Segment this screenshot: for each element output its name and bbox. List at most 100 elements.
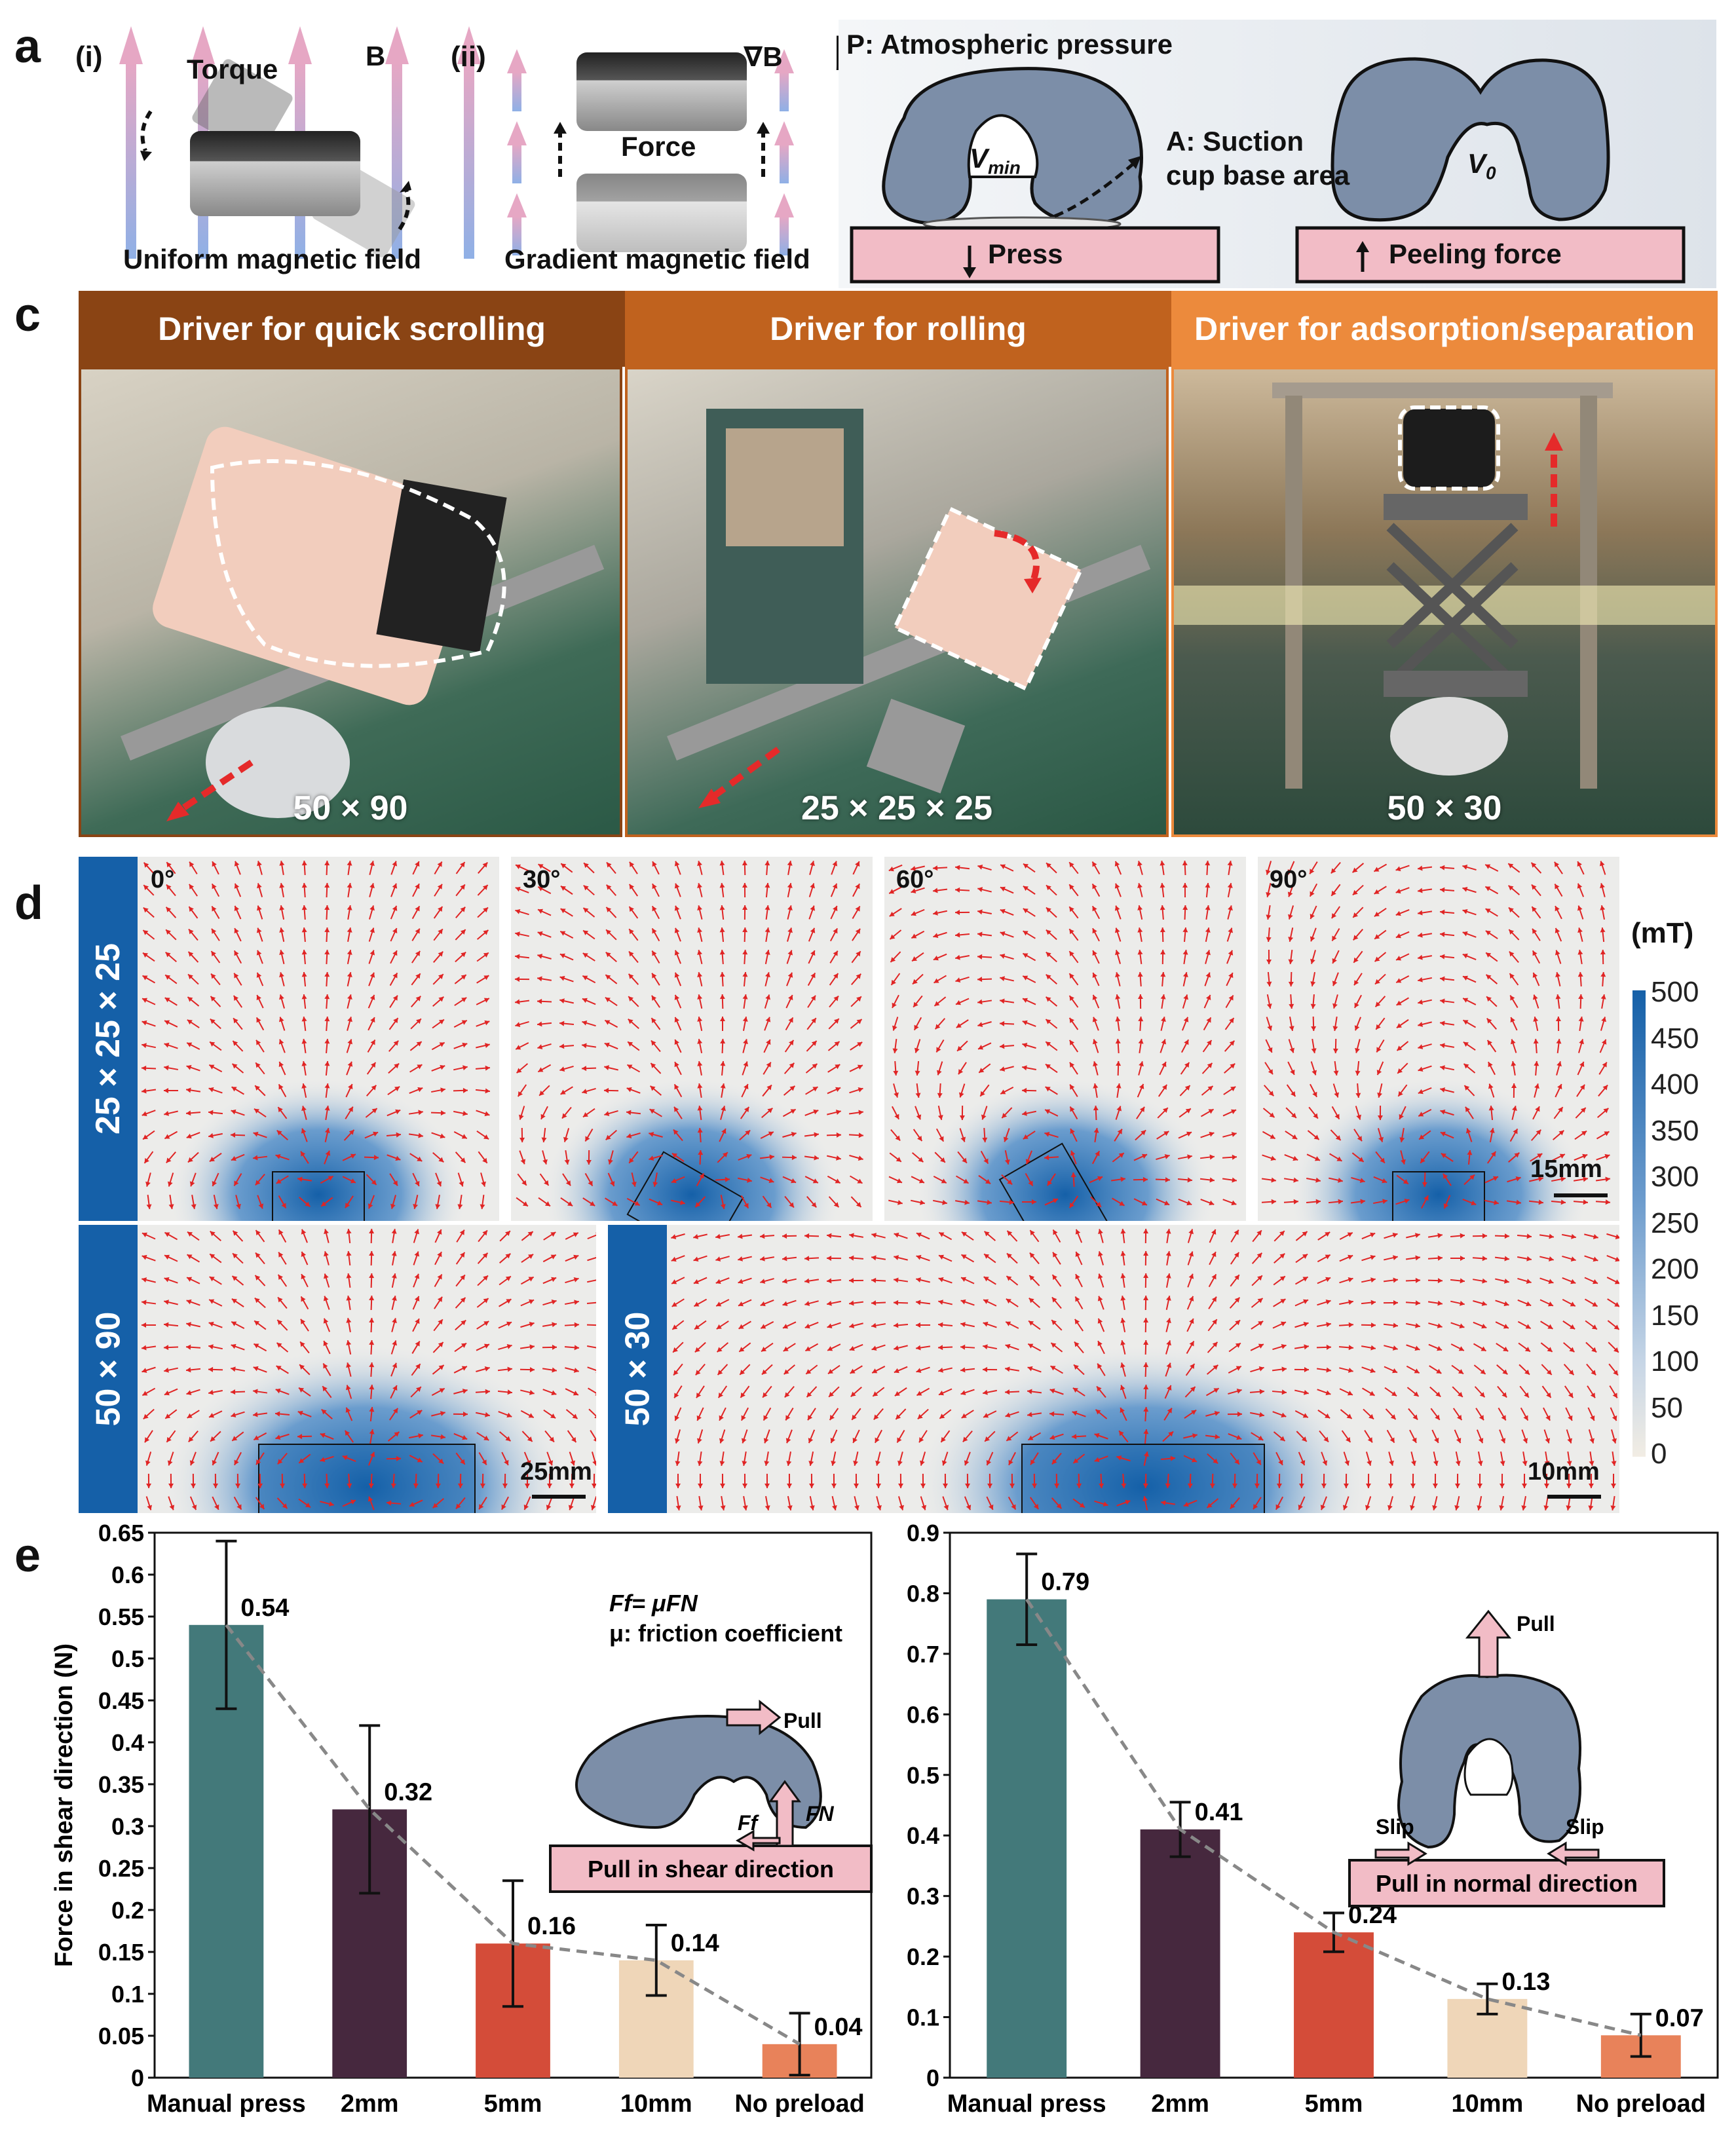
value-label: 0.16 [527, 1913, 576, 1940]
colorbar-tick: 500 [1651, 976, 1699, 1009]
angle-label-60: 60° [896, 866, 934, 894]
y-tick-label: 0.5 [111, 1645, 144, 1672]
inset-ff-label: Ff [738, 1811, 760, 1835]
inset-pull-label: Pull [783, 1709, 822, 1732]
colorbar-tick: 100 [1651, 1345, 1699, 1378]
v-min-label: Vmin [970, 143, 1021, 178]
angle-label-30: 30° [523, 866, 560, 894]
category-label: 10mm [620, 2090, 692, 2118]
panel-label-d: d [14, 876, 43, 930]
y-tick-label: 0.1 [111, 1981, 144, 2008]
value-label: 0.32 [384, 1778, 432, 1806]
category-label: No preload [1576, 2090, 1706, 2118]
category-label: 2mm [341, 2090, 399, 2118]
panel-label-c: c [14, 288, 41, 342]
inset-friction-coefficient: μ: friction coefficient [609, 1620, 842, 1647]
category-label: 10mm [1451, 2090, 1523, 2118]
y-tick-label: 0.3 [907, 1883, 939, 1910]
value-label: 0.54 [240, 1594, 289, 1622]
colorbar-tick: 250 [1651, 1207, 1699, 1240]
photo-rolling: 25 × 25 × 25 [625, 367, 1169, 837]
category-label: 2mm [1151, 2090, 1209, 2118]
category-label: No preload [734, 2090, 864, 2118]
angle-label-0: 0° [151, 866, 174, 894]
y-tick-label: 0.05 [98, 2023, 144, 2050]
force-label: Force [621, 131, 696, 162]
size-label-adsorption: 50 × 30 [1174, 789, 1715, 828]
value-label: 0.79 [1041, 1569, 1089, 1596]
field-map-60 [884, 857, 1246, 1221]
scale-15mm: 15mm [1530, 1155, 1602, 1184]
inset-base-label: Pull in shear direction [588, 1856, 834, 1882]
header-quick-scrolling: Driver for quick scrolling [79, 291, 625, 367]
sublabel-i: (i) [75, 41, 103, 73]
y-tick-label: 0.2 [111, 1897, 144, 1924]
value-label: 0.41 [1195, 1799, 1243, 1826]
y-tick-label: 0.3 [111, 1813, 144, 1840]
torque-label: Torque [187, 54, 278, 85]
b-field-label: B [366, 41, 385, 72]
angle-label-90: 90° [1270, 866, 1307, 894]
bar [987, 1600, 1066, 2078]
suction-area-label-2: cup base area [1166, 160, 1349, 191]
gradient-b-label: ∇B [744, 41, 783, 73]
size-label-rolling: 25 × 25 × 25 [628, 789, 1166, 828]
bar [1294, 1932, 1374, 2078]
y-tick-label: 0.9 [907, 1520, 939, 1546]
y-tick-label: 0.4 [907, 1822, 939, 1849]
y-tick-label: 0.6 [111, 1562, 144, 1588]
colorbar-tick: 300 [1651, 1161, 1699, 1193]
colorbar-tick: 0 [1651, 1438, 1667, 1470]
suction-area-label-1: A: Suction [1166, 126, 1304, 157]
category-label: Manual press [947, 2090, 1106, 2118]
y-tick-label: 0.25 [98, 1855, 144, 1882]
scale-25mm: 25mm [520, 1458, 592, 1486]
caption-uniform-field: Uniform magnetic field [123, 244, 421, 275]
field-map-50x30 [667, 1225, 1619, 1513]
y-axis-label: Force in shear direction (N) [50, 1643, 78, 1967]
inset-slip-left: Slip [1376, 1815, 1414, 1839]
scale-bar-15mm [1554, 1193, 1608, 1197]
bar [1141, 1829, 1220, 2078]
panel-c: Driver for quick scrolling Driver for ro… [79, 291, 1718, 837]
scale-10mm: 10mm [1528, 1458, 1600, 1486]
colorbar-tick: 450 [1651, 1022, 1699, 1055]
y-tick-label: 0 [131, 2065, 144, 2091]
y-tick-label: 0.55 [98, 1603, 144, 1630]
y-tick-label: 0.65 [98, 1520, 144, 1546]
tag-50x30: 50 × 30 [608, 1225, 667, 1513]
y-tick-label: 0.4 [111, 1729, 144, 1756]
size-label-quick-scrolling: 50 × 90 [81, 789, 620, 828]
header-rolling: Driver for rolling [625, 291, 1171, 367]
chart-shear-svg: 00.050.10.150.20.250.30.350.40.450.50.55… [0, 1520, 878, 2150]
suction-cup-released [1332, 59, 1608, 220]
panel-label-a: a [14, 20, 41, 73]
panel-a: (i) (ii) Torque B ∇B Force Uniform magne… [72, 13, 832, 288]
sublabel-ii: (ii) [451, 41, 486, 73]
y-tick-label: 0.35 [98, 1771, 144, 1798]
value-label: 0.07 [1655, 2004, 1704, 2032]
tag-50x90: 50 × 90 [79, 1225, 138, 1513]
y-tick-label: 0.8 [907, 1580, 939, 1607]
header-adsorption: Driver for adsorption/separation [1171, 291, 1718, 367]
value-label: 0.14 [671, 1930, 719, 1957]
colorbar-tick: 50 [1651, 1392, 1683, 1425]
colorbar-tick: 350 [1651, 1115, 1699, 1148]
press-label: Press [988, 238, 1063, 270]
category-label: 5mm [484, 2090, 542, 2118]
v-zero-label: V0 [1467, 148, 1496, 183]
caption-gradient-field: Gradient magnetic field [504, 244, 810, 275]
magnet-device-gradient-ghost [576, 174, 747, 252]
y-tick-label: 0.6 [907, 1701, 939, 1728]
scale-bar-10mm [1547, 1495, 1601, 1499]
y-tick-label: 0.45 [98, 1687, 144, 1714]
category-label: Manual press [147, 2090, 306, 2118]
colorbar-tick: 150 [1651, 1300, 1699, 1332]
colorbar-unit: (mT) [1631, 917, 1693, 950]
inset-equation: Ff= μFN [609, 1590, 698, 1617]
panel-b: P: Atmospheric pressure Vmin A: Suction … [839, 20, 1716, 288]
field-map-0 [138, 857, 499, 1221]
photo-quick-scrolling: 50 × 90 [79, 367, 622, 837]
